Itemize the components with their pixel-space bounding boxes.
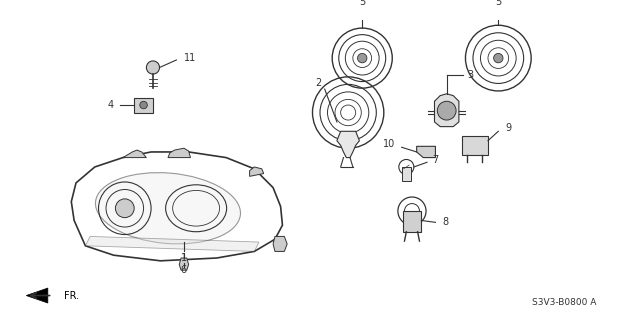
Text: 3: 3 [467, 70, 473, 80]
Polygon shape [123, 150, 147, 158]
Polygon shape [273, 236, 287, 251]
Text: 6: 6 [181, 265, 187, 275]
Ellipse shape [95, 173, 241, 244]
FancyBboxPatch shape [403, 211, 421, 232]
Text: 1: 1 [181, 253, 187, 263]
Text: S3V3-B0800 A: S3V3-B0800 A [532, 298, 596, 307]
FancyBboxPatch shape [461, 136, 488, 155]
Text: FR.: FR. [64, 291, 79, 300]
Circle shape [493, 53, 503, 63]
Circle shape [147, 61, 159, 74]
Text: 7: 7 [433, 155, 439, 165]
Circle shape [140, 101, 147, 109]
Text: 8: 8 [442, 217, 448, 227]
Polygon shape [337, 131, 360, 158]
Text: 9: 9 [505, 123, 511, 133]
Text: 4: 4 [108, 100, 113, 110]
Polygon shape [26, 288, 48, 303]
Text: 2: 2 [315, 78, 321, 87]
FancyBboxPatch shape [402, 167, 411, 181]
Text: 11: 11 [184, 53, 196, 63]
Polygon shape [250, 167, 264, 176]
Polygon shape [435, 94, 459, 127]
Polygon shape [85, 236, 259, 251]
Circle shape [358, 53, 367, 63]
Circle shape [437, 101, 456, 120]
Text: 10: 10 [383, 139, 395, 149]
Text: 5: 5 [359, 0, 365, 7]
Polygon shape [179, 258, 189, 270]
Polygon shape [168, 148, 191, 158]
FancyBboxPatch shape [134, 98, 153, 113]
Circle shape [115, 199, 134, 218]
Text: 5: 5 [495, 0, 501, 7]
Polygon shape [417, 146, 435, 158]
